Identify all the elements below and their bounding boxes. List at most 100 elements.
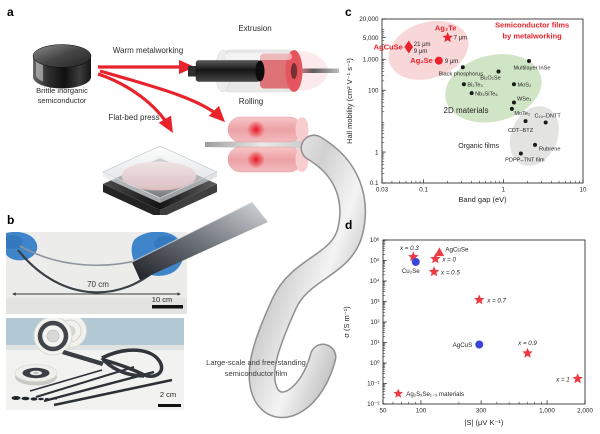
x-tick-label: 0.1 xyxy=(419,187,428,194)
region-2d-materials xyxy=(445,54,542,123)
annotation-0: Semiconductor films xyxy=(495,21,569,30)
data-point-cu₂se xyxy=(411,257,420,266)
film-discs xyxy=(11,396,57,401)
y-axis-label: σ (S m⁻¹) xyxy=(342,306,351,338)
scale-bar-2cm xyxy=(158,404,181,407)
y-tick-label: 20,000 xyxy=(359,16,379,23)
y-tick-label: 10³ xyxy=(370,299,379,306)
data-point-bi₂o₂se xyxy=(496,69,501,74)
folded-film-loop xyxy=(100,348,164,378)
point-label: x = 0 xyxy=(441,256,456,263)
y-tick-label: 10⁴ xyxy=(370,278,380,285)
flat-bed-press-label: Flat-bed press xyxy=(108,113,160,122)
point-label: MoTe₂ xyxy=(514,111,530,117)
flat-bed-press xyxy=(102,145,218,215)
source-material-label: Brittle inorganic semiconductor xyxy=(36,86,88,105)
y-tick-label: 10¹ xyxy=(370,340,379,347)
x-tick-label: 300 xyxy=(476,408,487,415)
data-point-wse₂ xyxy=(511,100,516,105)
y-axis-label: Hall mobility (cm² V⁻¹ s⁻¹) xyxy=(345,58,354,144)
point-label: AgCuSe xyxy=(374,42,403,51)
point-label: C₁₀–DNTT xyxy=(535,114,562,120)
data-point-agcuse xyxy=(434,247,445,257)
annotation-3: Organic films xyxy=(458,143,499,150)
point-extra-label: 21 μm xyxy=(414,42,431,48)
point-label: x = 0.5 xyxy=(440,269,460,276)
length-70cm-label: 70 cm xyxy=(87,280,109,289)
film-spool-front xyxy=(33,316,104,366)
x-axis-label: Band gap (eV) xyxy=(458,195,507,204)
point-label: x = 1 xyxy=(555,376,570,383)
x-tick-label: 1 xyxy=(502,187,506,194)
point-label: MoS₂ xyxy=(517,82,531,88)
point-label: WSe₂ xyxy=(517,96,531,102)
panel-label-d: d xyxy=(345,218,353,232)
y-tick-label: 10⁻¹ xyxy=(367,381,379,388)
axis-ticks xyxy=(382,239,586,405)
point-label: PDPP–TNT film xyxy=(505,157,545,163)
scale-2cm-label: 2 cm xyxy=(159,390,177,399)
data-point-x-=-0.5 xyxy=(428,266,440,277)
y-tick-label: 5,000 xyxy=(363,35,379,42)
data-point-nb₃site₆ xyxy=(469,91,474,96)
y-tick-label: 10⁶ xyxy=(370,237,380,244)
extrusion-label: Extrusion xyxy=(238,24,272,33)
point-label: AgCuSe xyxy=(445,246,469,253)
data-point-c₁₀–dntt xyxy=(543,120,548,125)
rolling-mill xyxy=(205,116,318,173)
x-tick-label: 1,000 xyxy=(539,408,555,415)
photo-film-held-by-hands xyxy=(3,231,187,319)
data-point-cdt–btz xyxy=(523,119,528,124)
annotation-2: 2D materials xyxy=(444,106,489,115)
annotation-1: by metalworking xyxy=(503,32,563,41)
y-tick-label: 10⁻² xyxy=(367,401,379,408)
point-label: Black phosphorus xyxy=(439,71,484,77)
point-extra-label: 9 μm xyxy=(445,59,458,65)
y-tick-label: 10⁵ xyxy=(370,258,380,265)
point-label: x = 0.3 xyxy=(399,245,419,252)
data-point-black-phosphorus xyxy=(460,65,465,70)
data-point-ag₂se xyxy=(434,56,443,65)
point-label: Ag₂Se xyxy=(410,56,433,65)
data-point-x-=-0.7 xyxy=(474,294,485,305)
point-label: Multilayer InSe xyxy=(514,65,551,71)
data-point-rubrene xyxy=(533,142,538,147)
chart-conductivity-vs-seebeck: 50 100 300 1,000 2,000 10⁶ 10⁵ 10⁴ 10³ 10² 10¹ 10⁰ 1… xyxy=(342,237,593,427)
point-extra-label: 9 μm xyxy=(414,49,427,55)
panel-label-a: a xyxy=(7,5,14,19)
film-caption: Large-scale and free-standing semiconduc… xyxy=(206,358,306,378)
film-spool-flat xyxy=(14,364,58,386)
data-point-x-=-0.9 xyxy=(522,347,533,358)
x-axis-label: |S| (μV K⁻¹) xyxy=(465,418,504,427)
point-label: CDT–BTZ xyxy=(508,128,534,134)
legend-label: Ag₂SₓSe₁₋ₓ materials xyxy=(406,391,464,398)
data-point-mos₂ xyxy=(511,82,516,87)
point-label: Rubrene xyxy=(539,146,560,152)
x-tick-label: 50 xyxy=(379,408,387,415)
data-point-ag₂te xyxy=(442,32,453,43)
y-tick-label: 10⁰ xyxy=(370,360,380,367)
data-point-bi₂te₃ xyxy=(461,82,466,87)
data-point-multilayer-inse xyxy=(527,58,532,63)
data-point-pdpp–tnt-film xyxy=(518,151,523,156)
point-label: Cu₂Se xyxy=(402,268,420,275)
y-tick-label: 1 xyxy=(375,149,379,156)
x-tick-label: 2,000 xyxy=(577,408,593,415)
x-tick-label: 100 xyxy=(416,408,427,415)
data-point-agcuse xyxy=(404,40,414,54)
rolling-label: Rolling xyxy=(238,97,264,106)
data-point-x-=-0 xyxy=(430,253,441,264)
photo-film-products xyxy=(6,314,184,415)
point-extra-label: 7 μm xyxy=(454,36,467,42)
y-tick-label: 10² xyxy=(370,319,379,326)
brittle-semiconductor-puck xyxy=(32,44,92,89)
scale-bar-10cm xyxy=(152,305,183,309)
point-label: Bi₂O₂Se xyxy=(480,76,501,82)
data-point-mote₂ xyxy=(509,106,514,111)
axis-ticks xyxy=(381,18,584,184)
arrow-to-press xyxy=(97,72,173,133)
data-point-x-=-1 xyxy=(572,373,583,384)
y-tick-label: 0.1 xyxy=(370,180,379,187)
